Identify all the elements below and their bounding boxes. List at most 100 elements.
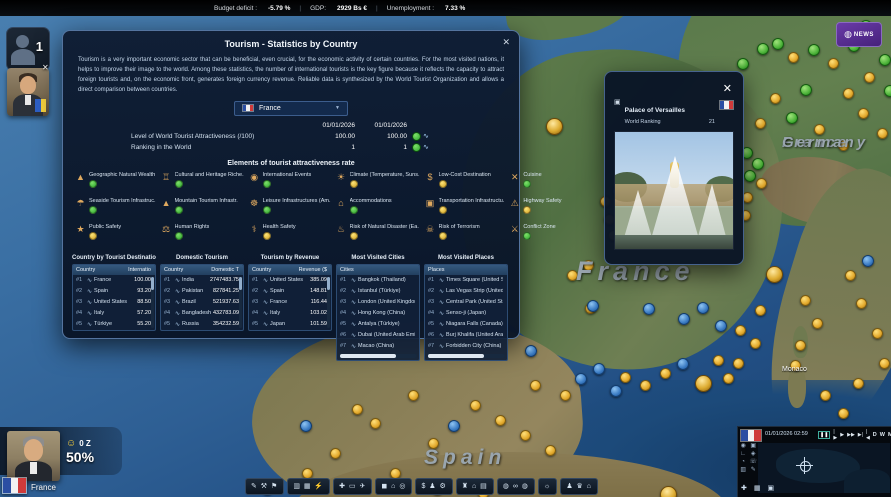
landmark-marker[interactable] [820, 390, 831, 401]
minimap-tool-icon[interactable]: ◔ [741, 459, 746, 465]
seaside-marker[interactable] [715, 320, 727, 332]
minimap-tool-icon[interactable]: ✎ [750, 467, 756, 473]
landmark-marker[interactable] [370, 418, 381, 429]
news-button[interactable]: ◍ NEWS [836, 22, 882, 47]
toolbar-button[interactable]: ☼ [537, 478, 558, 495]
landmark-marker[interactable] [864, 72, 875, 83]
seaside-marker[interactable] [587, 300, 599, 312]
toolbar-button[interactable]: ♜ ⌂ ▤ [455, 478, 494, 495]
time-control-button[interactable]: D [872, 432, 877, 438]
landmark-marker[interactable] [750, 338, 761, 349]
landmark-marker[interactable] [788, 52, 799, 63]
landmark-marker[interactable] [877, 128, 888, 139]
mood-smiley-icon[interactable]: ☺ [66, 438, 77, 449]
city-marker[interactable] [800, 84, 812, 96]
table-row[interactable]: #3 ∿ Brazil 521937.63 [164, 299, 239, 306]
gold-landmark-marker[interactable] [766, 266, 783, 283]
minimap-tool-icon[interactable]: ▥ [740, 467, 747, 473]
landmark-marker[interactable] [812, 318, 823, 329]
table-row[interactable]: #3 ∿ London (United Kingdom) [340, 299, 415, 306]
landmark-marker[interactable] [330, 448, 341, 459]
landmark-marker[interactable] [520, 430, 531, 441]
city-marker[interactable] [757, 43, 769, 55]
time-control-button[interactable]: ▶▶ [847, 432, 855, 438]
table-row[interactable]: #5 ∿ Antalya (Türkiye) [340, 321, 400, 328]
toolbar-button[interactable]: ✎ ⚒ ⚑ [245, 478, 285, 495]
gold-landmark-marker[interactable] [695, 375, 712, 392]
col-header[interactable]: Country [252, 266, 272, 273]
landmark-marker[interactable] [530, 380, 541, 391]
dialog-close-icon[interactable]: ✕ [502, 37, 510, 47]
trend-curve-icon[interactable]: ∿ [423, 133, 429, 141]
table-row[interactable]: #4 ∿ Italy 103.02 [252, 310, 327, 317]
table-row[interactable]: #1 ∿ India 2747483.75 [164, 277, 239, 284]
seaside-marker[interactable] [593, 363, 605, 375]
city-marker[interactable] [772, 38, 784, 50]
popup-close-icon[interactable]: ✕ [722, 83, 732, 95]
seaside-marker[interactable] [643, 303, 655, 315]
table-row[interactable]: #6∿Dubai (United Arab Emirates) [340, 332, 415, 339]
toolbar-button[interactable]: ◍ ∞ ◍ [496, 478, 535, 495]
table-row[interactable]: #4 ∿ Bangladesh 432783.09 [164, 310, 239, 317]
landmark-marker[interactable] [723, 373, 734, 384]
landmark-marker[interactable] [428, 438, 439, 449]
landmark-marker[interactable] [660, 368, 671, 379]
table-row[interactable]: #2 ∿ Istanbul (Türkiye) [340, 288, 401, 295]
table-row[interactable]: #1 ∿ United States 385.09 [252, 277, 327, 284]
time-control-button[interactable]: M [887, 432, 891, 438]
scrollbar-horizontal[interactable] [339, 353, 417, 358]
landmark-marker[interactable] [845, 270, 856, 281]
col-header[interactable]: Country [76, 266, 96, 273]
approval-rating[interactable]: 50% [66, 449, 95, 465]
seaside-marker[interactable] [575, 373, 587, 385]
gold-landmark-marker[interactable] [546, 118, 563, 135]
seaside-marker[interactable] [677, 358, 689, 370]
landmark-marker[interactable] [756, 178, 767, 189]
table-row[interactable]: #2 ∿ Pakistan 827841.25 [164, 288, 239, 295]
time-control-button[interactable]: ❚❚ [818, 431, 831, 439]
city-marker[interactable] [744, 170, 756, 182]
minimap-tool-icon[interactable]: ☏ [749, 459, 757, 465]
col-header[interactable]: Revenue ($ [298, 266, 327, 273]
time-control-button[interactable]: W [879, 432, 885, 438]
landmark-marker[interactable] [583, 260, 594, 271]
scrollbar-vertical[interactable] [151, 276, 154, 328]
landmark-marker[interactable] [713, 355, 724, 366]
scrollbar-horizontal[interactable] [427, 353, 505, 358]
city-marker[interactable] [752, 158, 764, 170]
scrollbar-vertical[interactable] [239, 276, 242, 328]
col-header[interactable]: Cities [340, 266, 354, 273]
landmark-marker[interactable] [853, 378, 864, 389]
minimap-tool-icon[interactable]: ▣ [750, 443, 757, 449]
advisor-queue-slot[interactable]: 1 [6, 27, 50, 71]
seaside-marker[interactable] [678, 313, 690, 325]
landmark-marker[interactable] [733, 358, 744, 369]
minimap-bottom-icon[interactable]: ✚ [741, 485, 747, 492]
table-row[interactable]: #1 ∿ France 100.00 [76, 277, 151, 284]
landmark-marker[interactable] [828, 58, 839, 69]
landmark-marker[interactable] [814, 124, 825, 135]
col-header[interactable]: Domestic T [211, 266, 239, 273]
landmark-marker[interactable] [795, 340, 806, 351]
col-header[interactable]: Internatio [128, 266, 151, 273]
advisor-portrait[interactable] [7, 68, 49, 116]
landmark-marker[interactable] [872, 328, 883, 339]
city-marker[interactable] [786, 112, 798, 124]
table-row[interactable]: #2 ∿ Spain 93.20 [76, 288, 151, 295]
minimap-tool-icon[interactable]: ∟ [740, 451, 747, 457]
landmark-marker[interactable] [408, 390, 419, 401]
table-row[interactable]: #7 ∿ Forbidden City (China) [428, 343, 502, 350]
seaside-marker[interactable] [525, 345, 537, 357]
landmark-marker[interactable] [843, 88, 854, 99]
player-portrait[interactable] [7, 431, 60, 481]
landmark-marker[interactable] [545, 445, 556, 456]
scrollbar-vertical[interactable] [327, 276, 330, 328]
table-row[interactable]: #5 ∿ Niagara Falls (Canada) [428, 321, 503, 328]
seaside-marker[interactable] [697, 302, 709, 314]
city-marker[interactable] [737, 58, 749, 70]
table-row[interactable]: #5 ∿ Türkiye 55.20 [76, 321, 151, 328]
table-row[interactable]: #6∿Burj Khalifa (United Arab Em. [428, 332, 503, 339]
toolbar-button[interactable]: $ ♟ ⚙ [415, 478, 453, 495]
toolbar-button[interactable]: ◼ ⌂ ◎ [375, 478, 413, 495]
time-control-button[interactable]: |▶ [833, 429, 838, 441]
